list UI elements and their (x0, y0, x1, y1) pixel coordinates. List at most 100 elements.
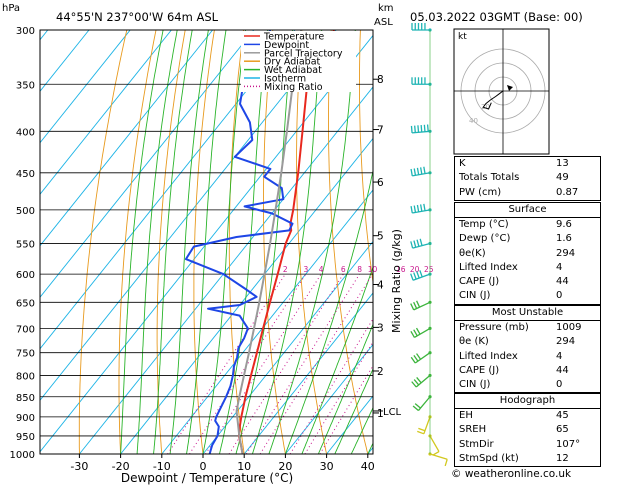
isotherm-line (79, 86, 373, 454)
wind-barb-flag (416, 377, 422, 384)
mixing-ratio-line (167, 273, 286, 454)
surface-row: CAPE (J) 44 (455, 275, 600, 289)
surface-value: 9.6 (556, 219, 572, 230)
pressure-tick-label: 550 (16, 239, 35, 250)
legend-label: Parcel Trajectory (264, 48, 343, 59)
most-unstable-table: Most Unstable Pressure (mb) 1009 θe (K) 294… (454, 305, 601, 394)
mixing-ratio-line (205, 273, 322, 454)
isotherm-line (40, 30, 131, 144)
mixing-ratio-labels: 2 3 4 6 8 10 16 20 25 (283, 265, 434, 274)
hodograph-ring-label: 20 (481, 103, 490, 111)
surface-label: Temp (°C) (459, 219, 509, 230)
most-unstable-row: Lifted Index 4 (455, 350, 600, 364)
most-unstable-label: Pressure (mb) (459, 322, 529, 333)
wind-barb-staff (412, 172, 431, 177)
legend-label: Dewpoint (264, 40, 309, 51)
temp-tick-label: 0 (200, 460, 207, 473)
parcel-trajectory-line (235, 30, 303, 454)
surface-value: 1.6 (556, 233, 572, 245)
wind-barb-flag (444, 459, 448, 467)
index-label: K (459, 158, 466, 169)
km-tick-label: 1 (377, 408, 384, 420)
km-tick-label: 5 (377, 231, 384, 243)
mixing-ratio-label: 25 (424, 265, 434, 274)
most-unstable-value: 4 (556, 350, 563, 362)
hodograph-header: Hodograph (455, 394, 600, 409)
dry-adiabat-line (359, 30, 373, 285)
wet-adiabat-line (317, 323, 373, 454)
credit-text: © weatheronline.co.uk (451, 468, 572, 480)
surface-label: CAPE (J) (459, 276, 500, 288)
wind-barb-flag (418, 427, 426, 432)
wind-barb-flag (410, 273, 414, 281)
dry-adiabat-line (118, 30, 157, 454)
surface-label: Lifted Index (459, 261, 518, 273)
pressure-unit-label: hPa (2, 3, 20, 14)
dry-adiabat-line (623, 30, 629, 454)
most-unstable-row: θe (K) 294 (455, 335, 600, 349)
wind-barb-flag (414, 125, 416, 133)
km-tick-label: 3 (377, 322, 384, 334)
most-unstable-row: Pressure (mb) 1009 (455, 321, 600, 335)
wet-adiabat-line (186, 30, 227, 454)
temp-tick-label: 30 (320, 460, 334, 473)
wind-barb-flag (412, 405, 419, 412)
wind-barb-flag (410, 303, 415, 311)
wind-barb-flag (432, 450, 440, 456)
wind-barb-staff (417, 396, 431, 411)
hodo-row: SREH 65 (455, 423, 600, 437)
surface-label: Dewp (°C) (459, 233, 511, 245)
wind-barb-flag (414, 403, 421, 409)
hodograph-unit-label: kt (458, 32, 467, 42)
surface-value: 44 (556, 276, 569, 288)
wind-barb-flag (410, 241, 414, 249)
most-unstable-label: CIN (J) (459, 379, 491, 391)
wind-barb-flag (416, 239, 420, 247)
hodo-row: EH 45 (455, 409, 600, 423)
pressure-tick-label: 800 (16, 371, 35, 382)
wind-barb-flag (410, 168, 413, 177)
pressure-tick-label: 750 (16, 349, 35, 360)
temp-tick-label: 20 (278, 460, 292, 473)
wind-barb-flag (423, 203, 426, 211)
wind-barb-staff (413, 301, 431, 311)
isotherm-line (285, 343, 373, 454)
pressure-tick-label: 350 (16, 80, 35, 91)
pressure-tick-label: 400 (16, 127, 35, 138)
hodo-row: StmDir 107° (455, 438, 600, 452)
wind-barb-flag (413, 240, 417, 248)
wind-barb-flag (416, 167, 420, 175)
wind-barb-flag (410, 331, 415, 338)
pressure-tick-label: 1000 (10, 450, 35, 461)
hodo-label: StmDir (459, 438, 494, 450)
dry-adiabat-line (263, 30, 286, 454)
storm-motion-arrow-icon (507, 85, 513, 91)
mixing-ratio-label: 20 (410, 265, 420, 274)
wind-barb-flag (423, 124, 426, 132)
hodo-value: 12 (556, 452, 569, 464)
surface-header: Surface (455, 203, 600, 218)
wind-barb-flag (419, 270, 423, 278)
plot-frame (39, 29, 374, 455)
lcl-label: LCL (383, 407, 402, 418)
wind-barb-flag (415, 327, 421, 335)
hodo-label: EH (459, 410, 473, 421)
index-value: 13 (556, 158, 569, 169)
pressure-tick-label: 950 (16, 432, 35, 443)
surface-label: CIN (J) (459, 290, 491, 302)
mixing-ratio-line (319, 364, 373, 454)
km-tick-label: 7 (377, 125, 384, 137)
mixing-ratio-label: 8 (357, 265, 362, 274)
isotherm-line (161, 189, 373, 454)
wind-barb-staff (429, 453, 448, 460)
wind-barb-flag (417, 430, 425, 435)
index-row: K 13 (455, 157, 600, 171)
most-unstable-row: CAPE (J) 44 (455, 364, 600, 378)
surface-table: Surface Temp (°C) 9.6 Dewp (°C) 1.6 θe(K) 294… (454, 202, 601, 305)
mixing-ratio-label: 10 (368, 265, 378, 274)
wind-barb-flag (420, 125, 423, 133)
temp-tick-label: -30 (70, 460, 88, 473)
legend-label: Mixing Ratio (264, 82, 323, 93)
